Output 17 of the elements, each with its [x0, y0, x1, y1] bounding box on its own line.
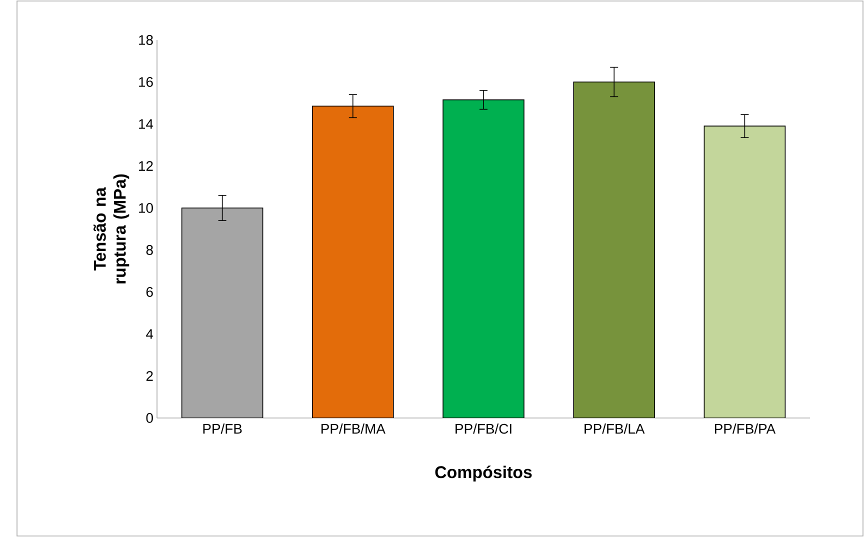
y-tick-label: 14 [139, 119, 154, 129]
x-tick-label: PP/FB [203, 424, 242, 434]
x-tick-label: PP/FB/PA [714, 424, 776, 434]
y-tick-label: 16 [139, 77, 153, 87]
y-tick-label: 18 [139, 35, 153, 45]
x-tick-label: PP/FB/CI [456, 424, 512, 434]
y-tick-label: 2 [146, 371, 153, 381]
y-axis-title: Tensão na ruptura (MPa) [93, 174, 130, 284]
y-tick-label: 8 [146, 245, 153, 255]
x-axis-title: Compósitos [435, 466, 532, 482]
y-tick-label: 12 [139, 161, 153, 171]
y-tick-label: 4 [146, 329, 154, 339]
x-tick-label: PP/FB/MA [322, 424, 386, 434]
y-tick-label: 10 [139, 203, 153, 213]
x-tick-label: PP/FB/LA [584, 424, 645, 434]
y-tick-label: 0 [146, 413, 153, 423]
y-tick-label: 6 [146, 287, 153, 297]
